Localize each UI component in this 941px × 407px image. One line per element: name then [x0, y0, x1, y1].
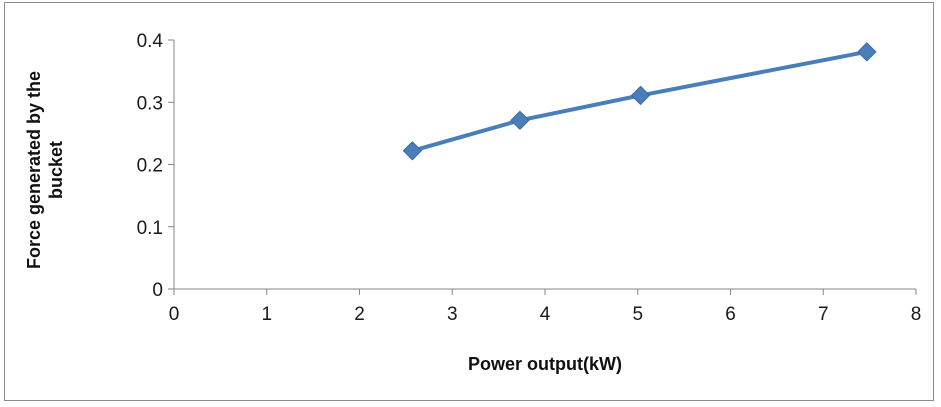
- data-point-marker: [630, 85, 651, 106]
- x-tick-label: 8: [911, 304, 922, 325]
- x-tick-label: 1: [261, 304, 272, 325]
- x-tick-label: 7: [818, 304, 829, 325]
- y-tick-labels: 0 0.1 0.2 0.3 0.4: [137, 31, 164, 301]
- y-tick-label: 0.2: [137, 156, 163, 177]
- x-tick-label: 5: [632, 304, 643, 325]
- y-tick-label: 0.1: [137, 218, 163, 239]
- x-tick-label: 2: [354, 304, 365, 325]
- axes: [168, 39, 917, 295]
- data-point-marker: [402, 141, 423, 161]
- data-point-marker: [857, 42, 877, 62]
- y-tick-label: 0.3: [137, 93, 163, 114]
- series-line: [411, 49, 868, 153]
- y-axis-title-line-1: Force generated by the: [24, 71, 44, 269]
- y-axis-title: Force generated by the bucket: [24, 71, 66, 269]
- x-tick-label: 4: [540, 304, 551, 325]
- x-tick-label: 6: [725, 304, 736, 325]
- y-tick-label: 0.4: [137, 31, 164, 52]
- x-tick-labels: 0 1 2 3 4 5 6 7 8: [169, 304, 922, 325]
- x-tick-label: 0: [169, 304, 180, 325]
- x-axis-title: Power output(kW): [468, 354, 622, 374]
- x-tick-label: 3: [447, 304, 458, 325]
- data-point-marker: [510, 110, 530, 131]
- data-series: [402, 42, 877, 161]
- y-tick-label: 0: [152, 280, 163, 301]
- y-axis-title-line-2: bucket: [46, 141, 66, 199]
